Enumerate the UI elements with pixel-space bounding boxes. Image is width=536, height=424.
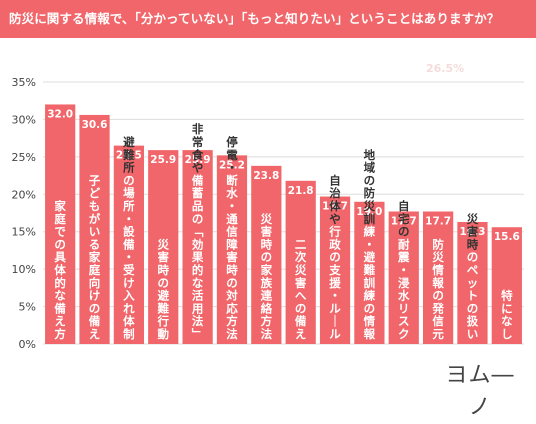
category-label: 非常食や備蓄品の﹁効果的な活用法﹂ xyxy=(191,122,204,341)
bar-value-label: 19.7 xyxy=(322,201,348,213)
bar xyxy=(285,180,316,344)
bar xyxy=(491,227,522,344)
bar-value-label: 25.9 xyxy=(150,154,176,166)
bar-value-label: 17.7 xyxy=(425,216,451,228)
category-label: 特になし xyxy=(501,289,513,341)
bar-value-label: 19.0 xyxy=(356,206,382,218)
category-label: 子どもがいる家庭向けの備え xyxy=(89,173,101,341)
bar-value-label: 17.7 xyxy=(391,216,417,228)
category-label: 避難所の場所・設備・受け入れ体制 xyxy=(123,135,135,341)
category-label: 停電・断水・通信障害時の対応方法 xyxy=(225,135,238,341)
y-tick-label: 10% xyxy=(12,263,36,276)
bar-value-label: 32.0 xyxy=(47,108,73,120)
bar-value-label: 30.6 xyxy=(82,119,108,131)
y-tick-label: 35% xyxy=(12,76,36,89)
bar xyxy=(216,155,248,344)
y-tick-label: 5% xyxy=(19,301,36,314)
bar xyxy=(182,150,213,344)
bar xyxy=(388,211,419,344)
y-tick-label: 15% xyxy=(12,226,36,239)
y-tick-label: 20% xyxy=(12,188,36,201)
category-label: 二次災害への備え xyxy=(294,237,307,341)
bar-chart: 0% 5% 10% 15% 20% 25% 30% 35% 32.0 家庭での具体的な備え方 30… xyxy=(12,76,524,351)
bar xyxy=(457,221,488,344)
y-tick-label: 0% xyxy=(19,338,36,351)
bar xyxy=(354,201,385,344)
bar xyxy=(319,196,351,344)
bar-value-label: 25.9 xyxy=(185,154,211,166)
brand-logo: ヨム―ノ xyxy=(438,360,522,420)
category-label: 災害時の避難行動 xyxy=(157,237,170,341)
category-label: 自宅の耐震・浸水リスク xyxy=(397,199,410,341)
bar-value-label: 15.6 xyxy=(494,231,520,243)
y-tick-label: 25% xyxy=(12,151,36,164)
chart-title: 防災に関する情報で、「分かっていない」「もっと知りたい」ということはありますか？ xyxy=(0,0,536,38)
bar-value-label: 26.5 xyxy=(116,150,142,162)
bar xyxy=(251,165,282,344)
bar-value-label: 16.3 xyxy=(460,226,486,238)
category-label: 地域の防災訓練・避難訓練の情報 xyxy=(363,148,376,341)
bar-value-label: 23.8 xyxy=(253,170,279,182)
bar-value-label: 21.8 xyxy=(288,185,314,197)
bar xyxy=(422,211,454,344)
category-label: 家庭での具体的な備え方 xyxy=(54,199,66,341)
category-label: 災害時のペットの扱い xyxy=(466,212,479,341)
category-label: 防災情報の発信元 xyxy=(431,237,444,341)
faded-value-label: 26.5% xyxy=(426,62,465,75)
y-tick-label: 30% xyxy=(12,113,36,126)
category-label: 災害時の家族連絡方法 xyxy=(260,212,273,341)
bar xyxy=(79,114,110,345)
bar xyxy=(113,145,145,344)
bar-value-label: 25.2 xyxy=(219,159,245,171)
bar xyxy=(148,150,179,344)
bar xyxy=(45,104,76,344)
category-label: 自治体や行政の支援・ル｜ル xyxy=(328,173,341,341)
